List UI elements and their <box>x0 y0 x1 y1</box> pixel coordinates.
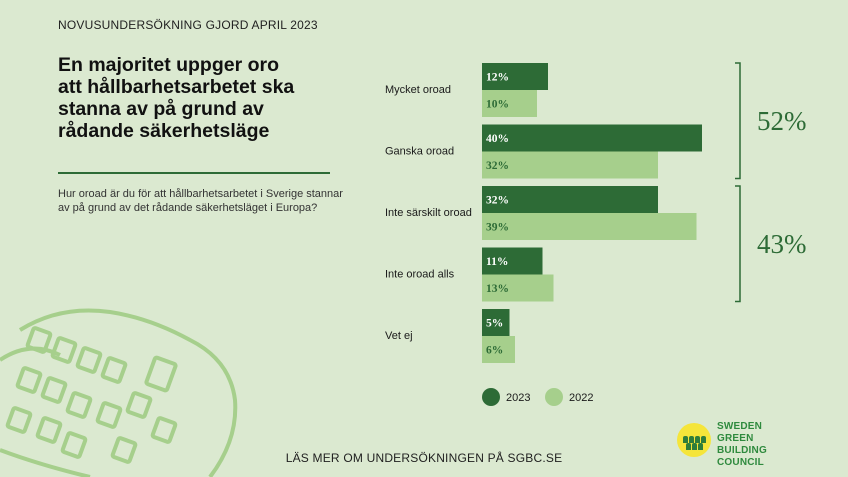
category-label: Ganska oroad <box>385 146 454 158</box>
logo-emblem <box>677 423 711 457</box>
logo-text: SWEDEN GREEN BUILDING COUNCIL <box>717 421 797 469</box>
bar-value-label: 39% <box>486 222 509 234</box>
bar-2023 <box>482 186 658 213</box>
bar-2023 <box>482 247 543 275</box>
logo-line-2: GREEN BUILDING <box>717 433 767 456</box>
category-label: Vet ej <box>385 330 413 342</box>
bar-2023 <box>482 63 548 90</box>
bar-2022 <box>482 213 697 240</box>
category-label: Inte oroad alls <box>385 269 455 281</box>
logo-line-1: SWEDEN <box>717 421 763 432</box>
bar-2022 <box>482 151 658 179</box>
bar-2022 <box>482 274 554 302</box>
bar-value-label: 32% <box>486 195 509 207</box>
legend-swatch-2022 <box>545 388 563 406</box>
bar-value-label: 40% <box>486 133 509 145</box>
bar-value-label: 13% <box>486 283 509 295</box>
legend-label: 2023 <box>506 392 530 404</box>
logo-line-3: COUNCIL <box>717 457 764 468</box>
headline-divider <box>58 172 330 174</box>
bar-2022 <box>482 90 537 117</box>
group-total-label: 43% <box>757 229 807 259</box>
survey-tag: NOVUSUNDERSÖKNING GJORD APRIL 2023 <box>58 18 318 32</box>
map-illustration <box>0 308 238 477</box>
bar-value-label: 10% <box>486 99 509 111</box>
bar-2023 <box>482 124 702 152</box>
bar-value-label: 11% <box>486 256 508 268</box>
group-total-label: 52% <box>757 106 807 136</box>
survey-question: Hur oroad är du för att hållbarhetsarbet… <box>58 188 343 214</box>
bar-2023 <box>482 309 510 336</box>
bar-2022 <box>482 336 515 363</box>
bar-value-label: 12% <box>486 72 509 84</box>
category-label: Mycket oroad <box>385 84 451 96</box>
legend-swatch-2023 <box>482 388 500 406</box>
bar-value-label: 6% <box>486 345 503 357</box>
group-bracket <box>735 62 741 180</box>
legend-label: 2022 <box>569 392 593 404</box>
group-bracket <box>735 185 741 303</box>
bar-value-label: 32% <box>486 160 509 172</box>
category-label: Inte särskilt oroad <box>385 207 472 219</box>
sgbc-logo: SWEDEN GREEN BUILDING COUNCIL <box>677 421 797 468</box>
headline: En majoritet uppger oro att hållbarhetsa… <box>58 54 295 142</box>
footer-link-text: LÄS MER OM UNDERSÖKNINGEN PÅ SGBC.SE <box>285 451 563 465</box>
bar-value-label: 5% <box>486 318 503 330</box>
